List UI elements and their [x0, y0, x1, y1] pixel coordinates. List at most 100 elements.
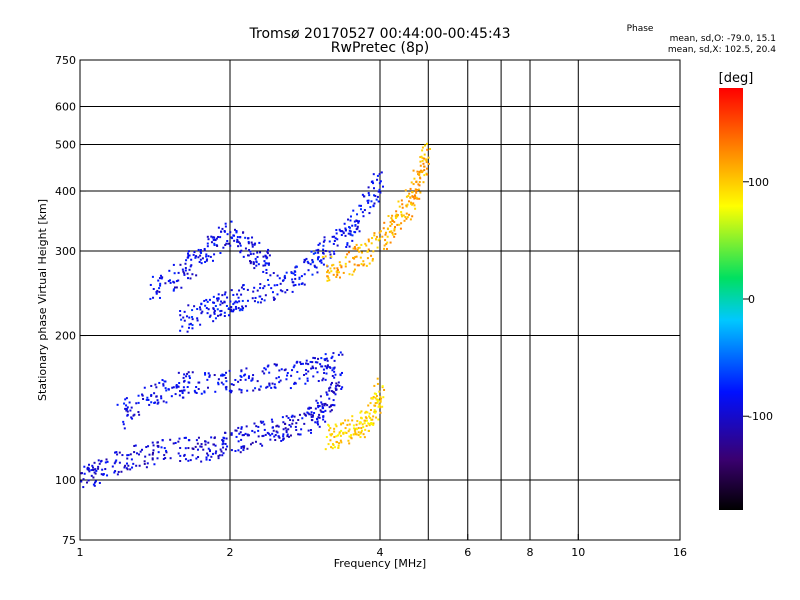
data-point: [379, 411, 382, 414]
data-point: [278, 369, 281, 372]
data-point: [423, 169, 426, 172]
data-point: [279, 282, 282, 285]
data-point: [210, 455, 213, 458]
data-point: [258, 241, 261, 244]
data-point: [239, 244, 242, 247]
data-point: [333, 359, 336, 362]
data-point: [215, 450, 218, 453]
data-point: [94, 472, 97, 475]
data-point: [265, 268, 268, 271]
data-point: [91, 464, 94, 467]
data-point: [195, 385, 198, 388]
data-point: [137, 411, 140, 414]
data-point: [351, 273, 354, 276]
data-point: [206, 386, 209, 389]
data-point: [275, 377, 278, 380]
data-point: [316, 361, 319, 364]
data-point: [394, 215, 397, 218]
data-point: [219, 314, 222, 317]
data-point: [307, 429, 310, 432]
data-point: [311, 415, 314, 418]
data-point: [366, 250, 369, 253]
data-point: [404, 215, 407, 218]
data-point: [268, 384, 271, 387]
data-point: [367, 240, 370, 243]
data-point: [383, 388, 386, 391]
data-point: [386, 241, 389, 244]
data-point: [187, 304, 190, 307]
data-point: [238, 289, 241, 292]
data-point: [295, 428, 298, 431]
data-point: [304, 382, 307, 385]
data-point: [318, 425, 321, 428]
data-point: [126, 410, 129, 413]
data-point: [412, 202, 415, 205]
data-point: [395, 213, 398, 216]
data-point: [150, 394, 153, 397]
data-point: [249, 253, 252, 256]
data-point: [290, 272, 293, 275]
data-point: [251, 441, 254, 444]
data-point: [257, 435, 260, 438]
data-point: [292, 366, 295, 369]
data-point: [181, 268, 184, 271]
data-point: [425, 161, 428, 164]
data-point: [361, 251, 364, 254]
data-point: [87, 463, 90, 466]
data-point: [160, 397, 163, 400]
data-point: [247, 434, 250, 437]
data-point: [152, 288, 155, 291]
data-point: [283, 274, 286, 277]
data-point: [146, 396, 149, 399]
data-point: [357, 431, 360, 434]
data-point: [130, 416, 133, 419]
data-point: [335, 425, 338, 428]
data-point: [294, 277, 297, 280]
data-point: [359, 421, 362, 424]
data-point: [156, 402, 159, 405]
data-point: [224, 442, 227, 445]
data-point: [321, 403, 324, 406]
data-point: [353, 429, 356, 432]
data-point: [208, 375, 211, 378]
data-point: [328, 397, 331, 400]
data-point: [362, 264, 365, 267]
data-point: [304, 368, 307, 371]
data-point: [324, 409, 327, 412]
data-point: [322, 252, 325, 255]
data-point: [221, 374, 224, 377]
data-point: [178, 382, 181, 385]
data-point: [163, 447, 166, 450]
data-point: [273, 383, 276, 386]
data-point: [335, 385, 338, 388]
data-point: [269, 434, 272, 437]
data-point: [232, 383, 235, 386]
data-point: [263, 260, 266, 263]
data-point: [214, 444, 217, 447]
data-point: [425, 159, 428, 162]
colorbar-unit: [deg]: [719, 71, 754, 86]
data-point: [199, 258, 202, 261]
data-point: [102, 473, 105, 476]
data-point: [364, 419, 367, 422]
data-point: [230, 383, 233, 386]
data-point: [420, 169, 423, 172]
data-point: [363, 422, 366, 425]
data-point: [204, 440, 207, 443]
data-point: [251, 245, 254, 248]
data-point: [267, 263, 270, 266]
data-point: [127, 454, 130, 457]
data-point: [186, 330, 189, 333]
data-point: [336, 269, 339, 272]
data-point: [217, 381, 220, 384]
data-point: [221, 454, 224, 457]
data-point: [92, 466, 95, 469]
data-point: [80, 472, 83, 475]
data-point: [331, 235, 334, 238]
data-point: [340, 387, 343, 390]
data-point: [206, 235, 209, 238]
data-point: [237, 307, 240, 310]
data-point: [263, 299, 266, 302]
data-point: [186, 277, 189, 280]
data-point: [214, 239, 217, 242]
